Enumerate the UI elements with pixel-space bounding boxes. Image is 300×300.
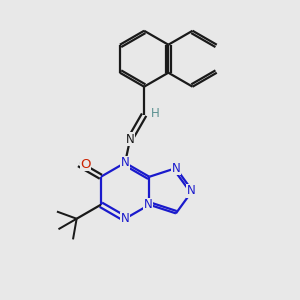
Text: N: N bbox=[126, 133, 134, 146]
Text: H: H bbox=[151, 107, 160, 120]
Text: N: N bbox=[143, 198, 152, 211]
Text: N: N bbox=[126, 133, 134, 146]
Text: N: N bbox=[172, 162, 180, 175]
Text: N: N bbox=[121, 156, 130, 169]
Text: N: N bbox=[187, 184, 195, 197]
Text: N: N bbox=[121, 212, 130, 225]
Text: O: O bbox=[80, 158, 91, 171]
